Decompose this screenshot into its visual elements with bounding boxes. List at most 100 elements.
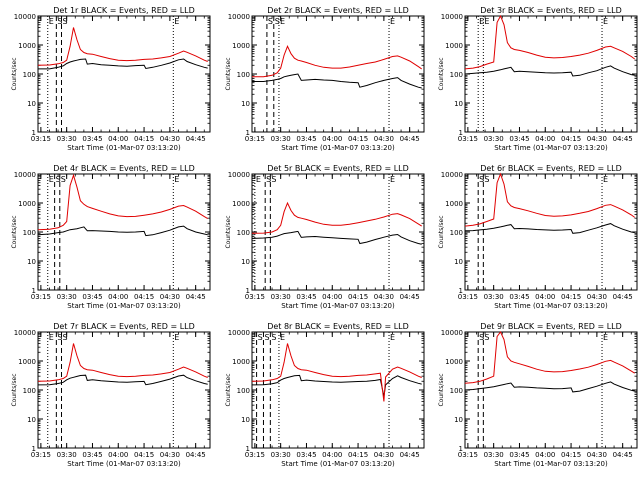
x-tick-label: 03:15 <box>31 135 51 143</box>
event-marker-label: E <box>174 175 179 184</box>
y-tick-label: 10000 <box>441 329 463 337</box>
event-marker-label: E <box>390 175 395 184</box>
x-tick-label: 03:30 <box>271 293 291 301</box>
chart-title: Det 5r BLACK = Events, RED = LLD <box>267 164 409 173</box>
x-tick-label: 04:15 <box>134 135 154 143</box>
y-tick-label: 1 <box>459 445 463 453</box>
x-tick-label: 04:15 <box>348 135 368 143</box>
y-tick-label: 10000 <box>228 329 250 337</box>
y-tick-label: 1000 <box>232 42 250 50</box>
x-tick-label: 04:00 <box>535 451 555 459</box>
y-axis-label: Counts/sec <box>225 373 232 406</box>
x-tick-label: 04:30 <box>374 293 394 301</box>
y-tick-label: 1000 <box>445 200 463 208</box>
event-marker-label: S <box>63 333 68 342</box>
y-tick-label: 10 <box>241 416 250 424</box>
plot-frame <box>464 331 638 449</box>
y-axis-label: Counts/sec <box>11 215 18 248</box>
x-tick-label: 04:30 <box>587 135 607 143</box>
x-tick-label: 04:45 <box>613 293 633 301</box>
event-marker-label: S <box>264 333 269 342</box>
x-tick-label: 03:45 <box>82 293 102 301</box>
x-tick-label: 04:45 <box>400 451 420 459</box>
x-tick-label: 04:30 <box>587 293 607 301</box>
x-tick-label: 03:45 <box>296 135 316 143</box>
event-marker-label: E <box>479 17 484 26</box>
series-line-lld <box>464 172 635 227</box>
event-marker-label: E <box>280 17 285 26</box>
x-tick-label: 03:30 <box>484 135 504 143</box>
y-axis-label: Counts/sec <box>438 215 445 248</box>
series-line-events <box>251 374 422 397</box>
series-line-events <box>38 58 208 70</box>
series-line-lld <box>464 14 635 70</box>
y-tick-label: 10000 <box>441 171 463 179</box>
y-tick-label: 1000 <box>18 358 36 366</box>
series-line-lld <box>37 173 208 231</box>
x-tick-label: 03:45 <box>296 451 316 459</box>
x-axis-label: Start Time (01-Mar-07 03:13:20) <box>494 302 608 310</box>
y-tick-label: 10000 <box>14 13 36 21</box>
series-line-lld <box>37 343 208 382</box>
series-line-lld <box>464 331 635 384</box>
y-tick-label: 100 <box>450 387 463 395</box>
y-tick-label: 100 <box>450 229 463 237</box>
x-tick-label: 04:45 <box>400 135 420 143</box>
event-marker-label: E <box>280 333 285 342</box>
y-axis-label: Counts/sec <box>438 373 445 406</box>
x-tick-label: 04:15 <box>348 293 368 301</box>
x-tick-label: 04:15 <box>561 451 581 459</box>
x-tick-label: 03:15 <box>31 451 51 459</box>
event-marker-label: S <box>266 175 271 184</box>
chart-panel-5: Det 5r BLACK = Events, RED = LLD 1 10 100 10… <box>225 164 425 310</box>
series-line-lld <box>252 45 422 78</box>
x-tick-label: 04:15 <box>134 293 154 301</box>
x-tick-label: 03:45 <box>509 135 529 143</box>
plot-frame <box>251 331 425 449</box>
x-tick-label: 04:30 <box>160 135 180 143</box>
y-tick-label: 10000 <box>14 171 36 179</box>
y-tick-label: 10 <box>454 100 463 108</box>
y-tick-label: 1000 <box>232 200 250 208</box>
chart-panel-9: Det 9r BLACK = Events, RED = LLD 1 10 100 10… <box>438 322 638 468</box>
x-tick-label: 03:30 <box>484 293 504 301</box>
chart-panel-1: Det 1r BLACK = Events, RED = LLD 1 10 100 10… <box>11 6 211 152</box>
y-tick-label: 1000 <box>445 42 463 50</box>
x-tick-label: 04:45 <box>613 451 633 459</box>
series-line-lld <box>251 201 422 234</box>
x-tick-label: 04:00 <box>535 293 555 301</box>
x-tick-label: 03:15 <box>245 293 265 301</box>
x-tick-label: 04:00 <box>108 293 128 301</box>
y-tick-label: 1000 <box>18 200 36 208</box>
series-line-events <box>464 65 635 77</box>
event-marker-label: S <box>479 175 484 184</box>
x-tick-label: 04:45 <box>186 293 206 301</box>
y-tick-label: 100 <box>237 229 250 237</box>
series-line-events <box>251 230 422 245</box>
x-tick-label: 04:45 <box>186 135 206 143</box>
event-marker-label: E <box>49 17 54 26</box>
y-tick-label: 1 <box>246 445 250 453</box>
plot-frame <box>37 331 211 449</box>
chart-panel-8: Det 8r BLACK = Events, RED = LLD 1 10 100 10… <box>225 322 425 468</box>
x-tick-label: 03:45 <box>82 451 102 459</box>
y-tick-label: 1 <box>32 287 36 295</box>
event-marker-label: S <box>56 175 61 184</box>
chart-title: Det 1r BLACK = Events, RED = LLD <box>53 6 195 15</box>
y-tick-label: 10000 <box>228 171 250 179</box>
y-tick-label: 100 <box>23 229 36 237</box>
x-axis-label: Start Time (01-Mar-07 03:13:20) <box>67 144 181 152</box>
event-marker-label: S <box>63 17 68 26</box>
y-tick-label: 10000 <box>228 13 250 21</box>
y-axis-label: Counts/sec <box>438 57 445 90</box>
x-tick-label: 04:00 <box>108 135 128 143</box>
y-axis-label: Counts/sec <box>11 373 18 406</box>
x-tick-label: 04:00 <box>535 135 555 143</box>
y-axis-label: Counts/sec <box>225 57 232 90</box>
chart-panel-7: Det 7r BLACK = Events, RED = LLD 1 10 100 10… <box>11 322 211 468</box>
x-tick-label: 03:45 <box>82 135 102 143</box>
y-tick-label: 1000 <box>445 358 463 366</box>
chart-panel-2: Det 2r BLACK = Events, RED = LLD 1 10 100 10… <box>225 6 425 152</box>
chart-title: Det 4r BLACK = Events, RED = LLD <box>53 164 195 173</box>
